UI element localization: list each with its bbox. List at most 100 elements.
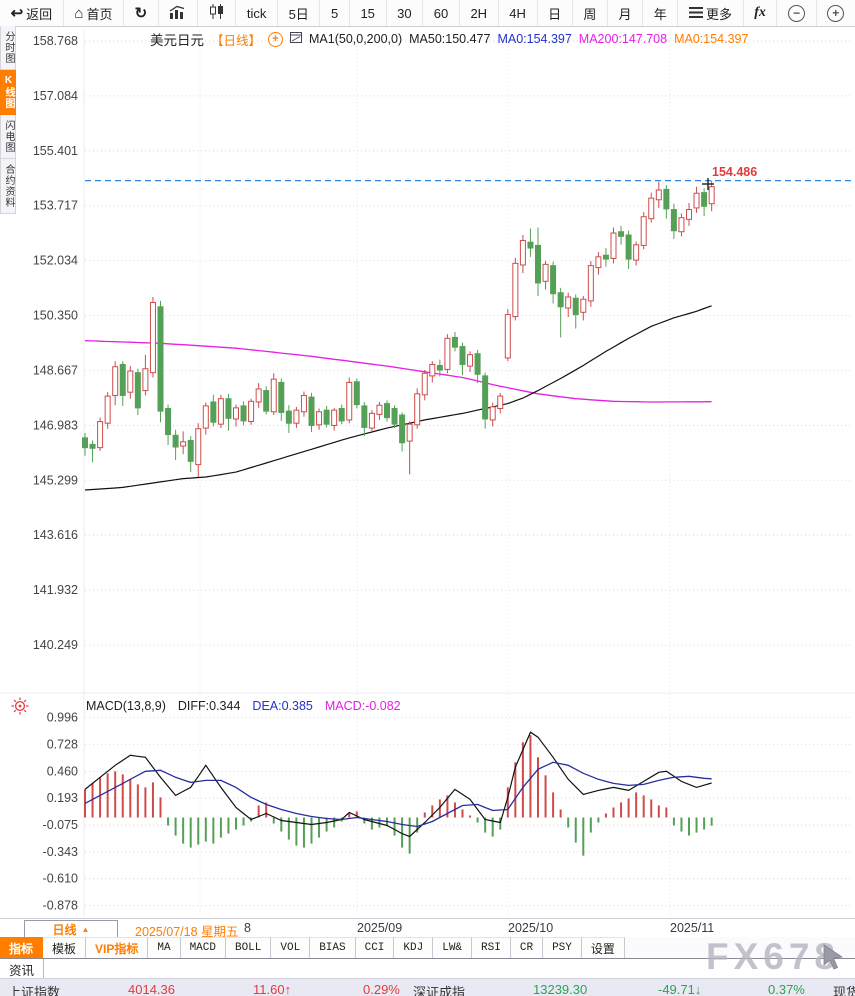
toolbar-button-candlestick[interactable]: [198, 0, 237, 26]
macd-value: MACD:-0.082: [324, 699, 401, 713]
ticker-item: 现货黄: [833, 985, 855, 996]
indicator-tab-指标[interactable]: 指标: [0, 937, 44, 958]
indicator-tab-模板[interactable]: 模板: [43, 937, 87, 958]
toolbar-button-30[interactable]: 30: [387, 0, 424, 26]
toolbar-button-5日[interactable]: 5日: [278, 0, 321, 26]
indicator-tab-BIAS[interactable]: BIAS: [310, 937, 356, 958]
candle-body: [142, 368, 149, 392]
candlestick-icon: [209, 4, 225, 22]
candle-body: [323, 409, 330, 425]
toolbar-button-zoom-out[interactable]: −: [777, 0, 817, 26]
candle-body: [708, 186, 715, 205]
toolbar-button-refresh[interactable]: ↻: [124, 0, 159, 26]
candle-body: [119, 363, 126, 396]
macd-diff-value: DIFF:0.344: [177, 699, 241, 713]
candle-body: [633, 244, 640, 261]
candle-body: [391, 408, 398, 425]
indicator-tab-BOLL[interactable]: BOLL: [225, 937, 272, 958]
toolbar-button-fx[interactable]: fx: [744, 0, 778, 26]
candle-body: [406, 423, 413, 442]
candle-body: [308, 396, 315, 426]
macd-axis-label: 0.728: [47, 737, 78, 751]
candle-body: [202, 405, 209, 429]
macd-axis-label: -0.075: [43, 818, 78, 832]
candle-body: [300, 394, 307, 413]
candle-body: [655, 189, 662, 201]
candle-body: [482, 375, 489, 420]
candle-body: [693, 192, 700, 209]
indicator-window-icon[interactable]: [290, 32, 303, 46]
candle-body: [104, 395, 111, 424]
price-axis-label: 146.983: [33, 418, 78, 432]
back-icon: ↩: [10, 4, 24, 22]
toolbar-button-更多[interactable]: 更多: [678, 0, 744, 26]
toolbar-button-周[interactable]: 周: [573, 0, 608, 26]
toolbar-button-tick[interactable]: tick: [236, 0, 278, 26]
macd-diff-line: [84, 731, 712, 838]
candle-body: [648, 197, 655, 220]
sidebar-tab-分时图[interactable]: 分时图: [0, 26, 16, 70]
candle-body: [399, 414, 406, 444]
sidebar-tab-合约资料[interactable]: 合约资料: [0, 159, 16, 214]
toolbar-button-年[interactable]: 年: [643, 0, 679, 26]
candle-body: [550, 265, 557, 295]
ticker-item: 11.60↑: [253, 982, 292, 996]
indicator-tab-RSI[interactable]: RSI: [472, 937, 511, 958]
candle-body: [149, 302, 156, 374]
ma0-value-orange: MA0:154.397: [674, 32, 749, 46]
indicator-tab-VIP指标[interactable]: VIP指标: [86, 937, 149, 958]
macd-settings-icon[interactable]: [11, 697, 29, 720]
indicator-tab-设置[interactable]: 设置: [581, 937, 625, 958]
macd-axis-label: -0.610: [43, 872, 78, 886]
toolbar-button-2H[interactable]: 2H: [460, 0, 499, 26]
ma200-value: MA200:147.708: [578, 32, 668, 46]
tab-news[interactable]: 资讯: [0, 959, 45, 979]
period-selector-button[interactable]: 日线 ▲: [24, 920, 118, 938]
candle-body: [217, 398, 224, 425]
candle-body: [338, 408, 345, 422]
sidebar-tab-闪电图[interactable]: 闪电图: [0, 115, 16, 159]
refresh-icon: ↻: [134, 4, 148, 22]
left-sidebar: 分时图 K线图 闪电图 合约资料: [0, 26, 16, 214]
candle-body: [263, 390, 270, 412]
toolbar-button-月[interactable]: 月: [608, 0, 644, 26]
indicator-tab-CR[interactable]: CR: [510, 937, 544, 958]
candle-body: [444, 337, 451, 370]
indicator-tab-LW&[interactable]: LW&: [433, 937, 473, 958]
candle-body: [210, 401, 217, 423]
indicator-tab-KDJ[interactable]: KDJ: [394, 937, 434, 958]
add-indicator-icon[interactable]: +: [268, 31, 284, 47]
indicator-tab-VOL[interactable]: VOL: [271, 937, 311, 958]
candle-body: [701, 192, 708, 207]
last-price-label: 154.486: [712, 165, 758, 179]
ma50-value: MA50:150.477: [409, 32, 491, 46]
candle-body: [233, 407, 239, 420]
indicator-tab-CCI[interactable]: CCI: [355, 937, 395, 958]
toolbar-button-日[interactable]: 日: [538, 0, 573, 26]
toolbar-button-60[interactable]: 60: [423, 0, 460, 26]
candle-body: [678, 217, 685, 233]
sidebar-tab-K线图[interactable]: K线图: [0, 70, 16, 115]
candle-body: [353, 381, 360, 406]
candle-body: [293, 409, 300, 424]
index-ticker-bar: 上证指数 4014.36 11.60↑ 0.29% 深证成指 13239.30 -49.71…: [0, 978, 855, 996]
candle-body: [489, 406, 496, 421]
macd-axis-label: -0.343: [43, 845, 78, 859]
toolbar-button-返回[interactable]: ↩ 返回: [0, 0, 64, 26]
toolbar-button-首页[interactable]: ⌂ 首页: [64, 0, 125, 26]
menu-icon: [688, 6, 703, 21]
toolbar-button-zoom-in[interactable]: +: [817, 0, 855, 26]
toolbar-button-bar-chart[interactable]: [159, 0, 199, 26]
candle-body: [459, 346, 466, 365]
candle-body: [127, 370, 134, 393]
news-bar: 资讯: [0, 958, 855, 979]
toolbar-button-5[interactable]: 5: [320, 0, 350, 26]
candle-body: [497, 395, 504, 410]
candle-body: [512, 262, 519, 318]
indicator-tab-PSY[interactable]: PSY: [543, 937, 582, 958]
indicator-tab-MACD[interactable]: MACD: [180, 937, 226, 958]
indicator-tab-MA[interactable]: MA: [148, 937, 181, 958]
toolbar-button-15[interactable]: 15: [350, 0, 387, 26]
toolbar-button-4H[interactable]: 4H: [499, 0, 538, 26]
